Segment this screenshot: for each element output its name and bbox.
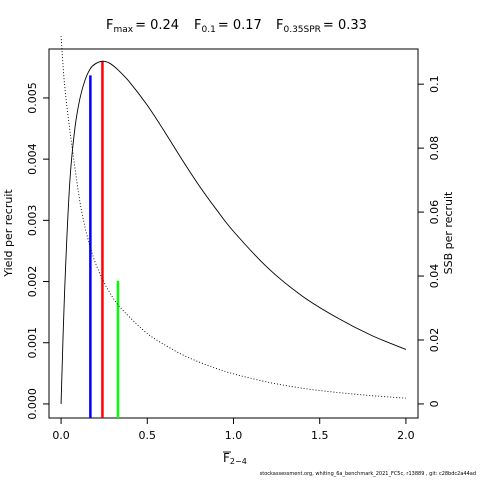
y-left-tick-label: 0.005 xyxy=(26,82,39,114)
y-right-tick-label: 0.08 xyxy=(428,136,441,161)
y-right-tick-label: 0 xyxy=(428,400,441,407)
curves xyxy=(60,36,407,404)
y-right-tick-label: 0.06 xyxy=(428,200,441,225)
x-axis: 0.0 0.5 1.0 1.5 2.0 xyxy=(52,418,415,442)
y-right-tick-label: 0.04 xyxy=(428,264,441,289)
plot-frame xyxy=(48,48,419,419)
x-tick-label: 1.0 xyxy=(225,429,243,442)
footer-note: stockassessment.org, whiting_6a_benchmar… xyxy=(259,471,476,477)
y-axis-left-label: Yield per recruit xyxy=(2,189,15,278)
y-left-tick-label: 0.002 xyxy=(26,266,39,298)
x-tick-label: 1.5 xyxy=(311,429,329,442)
y-right-tick-label: 0.1 xyxy=(428,75,441,93)
x-tick-label: 0.5 xyxy=(139,429,157,442)
title-fmax: Fmax = 0.24 xyxy=(106,18,179,35)
y-right-tick-label: 0.02 xyxy=(428,328,441,353)
y-left-tick-label: 0.000 xyxy=(26,388,39,420)
y-left-tick-label: 0.004 xyxy=(26,143,39,175)
x-tick-label: 0.0 xyxy=(52,429,70,442)
y-left-tick-label: 0.003 xyxy=(26,205,39,237)
yield-per-recruit-curve xyxy=(60,60,407,404)
reference-lines xyxy=(89,61,120,418)
y-left-tick-label: 0.001 xyxy=(26,327,39,359)
y-axis-right-label: SSB per recruit xyxy=(442,191,455,274)
title-f01: F0.1 = 0.17 xyxy=(194,18,262,35)
ssb-per-recruit-curve xyxy=(60,36,406,399)
x-axis-label: F2−4 xyxy=(223,451,247,466)
title-fspr: F0.35SPR = 0.33 xyxy=(276,18,367,35)
x-tick-label: 2.0 xyxy=(397,429,415,442)
y-axis-right: 0 0.02 0.04 0.06 0.08 0.1 xyxy=(418,75,441,407)
y-axis-left: 0.000 0.001 0.002 0.003 0.004 0.005 xyxy=(26,82,49,420)
chart-title: Fmax = 0.24 F0.1 = 0.17 F0.35SPR = 0.33 xyxy=(106,18,367,35)
